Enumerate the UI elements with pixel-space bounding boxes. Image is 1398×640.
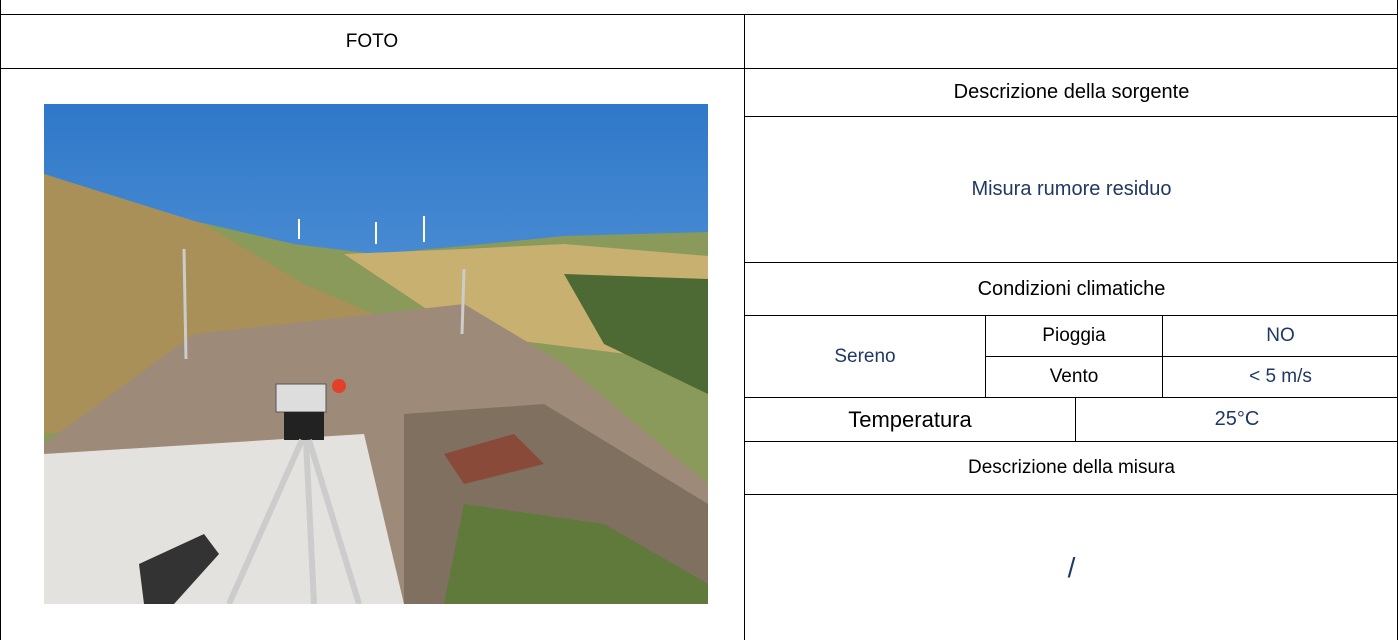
- border: [985, 356, 1398, 357]
- border: [744, 315, 1398, 316]
- border: [744, 14, 745, 640]
- temperature-value: 25°C: [1214, 408, 1260, 430]
- wind-value: < 5 m/s: [1249, 366, 1312, 387]
- border: [1075, 397, 1076, 441]
- border: [0, 0, 1, 640]
- rain-label: Pioggia: [1042, 325, 1106, 346]
- sky-value: Sereno: [834, 345, 896, 367]
- border: [0, 68, 1398, 69]
- measurement-value: /: [1067, 551, 1076, 583]
- rain-value: NO: [1266, 325, 1295, 346]
- measurement-label: Descrizione della misura: [968, 457, 1175, 478]
- border: [744, 397, 1398, 398]
- source-label: Descrizione della sorgente: [953, 81, 1190, 103]
- photo-label: FOTO: [345, 30, 399, 52]
- temperature-label: Temperatura: [848, 406, 972, 432]
- border: [0, 14, 1398, 15]
- source-value: Misura rumore residuo: [971, 178, 1172, 200]
- border: [744, 441, 1398, 442]
- site-photo: [44, 104, 708, 604]
- border: [744, 494, 1398, 495]
- border: [744, 262, 1398, 263]
- border: [744, 116, 1398, 117]
- border: [985, 315, 986, 397]
- climate-label: Condizioni climatiche: [977, 277, 1166, 300]
- border: [1162, 315, 1163, 397]
- wind-label: Vento: [1049, 366, 1099, 387]
